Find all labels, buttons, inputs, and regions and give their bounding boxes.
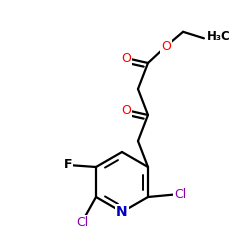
Text: Cl: Cl (76, 216, 88, 228)
Text: O: O (121, 104, 131, 117)
Text: Cl: Cl (174, 188, 186, 200)
Text: N: N (116, 205, 128, 219)
Text: O: O (161, 40, 171, 52)
Text: F: F (64, 158, 72, 172)
Text: O: O (121, 52, 131, 64)
Text: H₃C: H₃C (207, 30, 231, 43)
